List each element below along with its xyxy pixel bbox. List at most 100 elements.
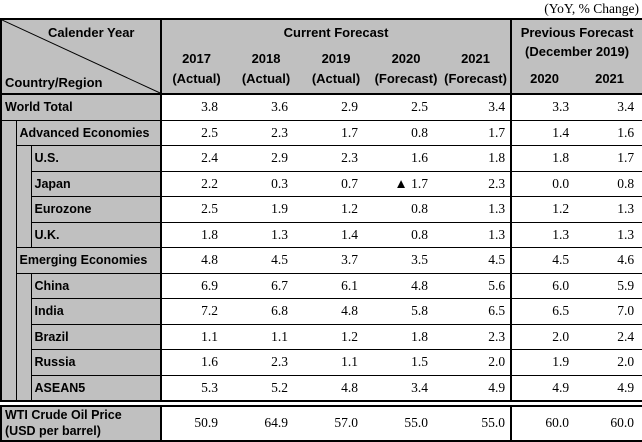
row-label: ASEAN5 [31, 374, 163, 402]
indent-spacer [1, 171, 17, 197]
indent-spacer [1, 120, 17, 146]
value-cell: 55.0 [441, 405, 511, 441]
indent-spacer [16, 222, 32, 248]
value-cell: 0.8 [371, 221, 442, 248]
value-cell: 4.8 [161, 247, 232, 274]
value-cell: 6.9 [161, 272, 232, 299]
value-cell: 0.8 [371, 196, 442, 223]
value-cell: 2.5 [161, 119, 232, 146]
row-label: World Total [1, 93, 163, 121]
year-header-2021-forecast: 2021 (Forecast) [441, 45, 512, 95]
value-cell: 1.3 [577, 221, 642, 248]
row-advanced-economies: Advanced Economies 2.5 2.3 1.7 0.8 1.7 1… [1, 119, 642, 146]
indent-spacer [16, 171, 32, 197]
value-cell: 3.8 [161, 93, 232, 121]
previous-forecast-header: Previous Forecast (December 2019) 2020 2… [510, 19, 642, 95]
indent-spacer [16, 349, 32, 375]
value-cell: 1.9 [231, 196, 302, 223]
value-cell: 1.7 [577, 145, 642, 172]
row-brazil: Brazil 1.1 1.1 1.2 1.8 2.3 2.0 2.4 [1, 323, 642, 350]
value-cell: 0.8 [577, 170, 642, 197]
value-cell: 6.0 [510, 272, 578, 299]
row-japan: Japan 2.2 0.3 0.7 ▲ 1.7 2.3 0.0 0.8 [1, 170, 642, 197]
value-cell: 2.0 [441, 349, 512, 376]
row-label: Brazil [31, 323, 163, 350]
value-cell: 2.3 [231, 119, 302, 146]
indent-spacer [1, 196, 17, 222]
indent-spacer [1, 247, 17, 273]
row-label: India [31, 298, 163, 325]
value-cell: 3.7 [301, 247, 372, 274]
row-eurozone: Eurozone 2.5 1.9 1.2 0.8 1.3 1.2 1.3 [1, 196, 642, 223]
row-label: Advanced Economies [16, 119, 163, 146]
value-cell: 2.2 [161, 170, 232, 197]
value-cell: 6.8 [231, 298, 302, 325]
value-cell: 4.9 [577, 374, 642, 402]
value-cell: 57.0 [301, 405, 371, 441]
value-cell: 0.0 [510, 170, 578, 197]
value-cell-negative: ▲ 1.7 [371, 170, 442, 197]
indent-spacer [1, 375, 17, 401]
value-cell: 1.3 [577, 196, 642, 223]
row-us: U.S. 2.4 2.9 2.3 1.6 1.8 1.8 1.7 [1, 145, 642, 172]
indent-spacer [16, 375, 32, 401]
value-cell: 6.1 [301, 272, 372, 299]
value-cell: 2.3 [441, 170, 512, 197]
indent-spacer [1, 324, 17, 350]
row-russia: Russia 1.6 2.3 1.1 1.5 2.0 1.9 2.0 [1, 349, 642, 376]
value-cell: 2.0 [510, 323, 578, 350]
value-cell: 4.9 [510, 374, 578, 402]
value-cell: 1.8 [371, 323, 442, 350]
value-cell: 1.7 [441, 119, 512, 146]
year-header-2019: 2019 (Actual) [301, 45, 372, 95]
value-cell: 6.7 [231, 272, 302, 299]
year-header-2018: 2018 (Actual) [231, 45, 302, 95]
value-cell: 1.6 [161, 349, 232, 376]
corner-label-calendar-year: Calender Year [48, 25, 135, 40]
value-cell: 2.0 [577, 349, 642, 376]
value-cell: 1.2 [510, 196, 578, 223]
value-cell: 1.4 [510, 119, 578, 146]
value-cell: 3.3 [510, 93, 578, 121]
value-cell: 3.6 [231, 93, 302, 121]
value-cell: 1.2 [301, 323, 372, 350]
value-cell: 4.5 [231, 247, 302, 274]
row-wti-crude-oil: WTI Crude Oil Price (USD per barrel) 50.… [1, 405, 642, 441]
value-cell: 1.6 [371, 145, 442, 172]
value-cell: 1.2 [301, 196, 372, 223]
row-label: Eurozone [31, 196, 163, 223]
row-label: U.K. [31, 221, 163, 248]
row-label: China [31, 272, 163, 299]
value-cell: 1.6 [577, 119, 642, 146]
forecast-table: Calender Year Country/Region Current For… [0, 18, 642, 402]
value-cell: 5.8 [371, 298, 442, 325]
row-world-total: World Total 3.8 3.6 2.9 2.5 3.4 3.3 3.4 [1, 93, 642, 121]
value-cell: 4.9 [441, 374, 512, 402]
indent-spacer [16, 196, 32, 222]
value-cell: 4.6 [577, 247, 642, 274]
oil-label-line1: WTI Crude Oil Price [5, 408, 122, 422]
value-cell: 3.4 [371, 374, 442, 402]
value-cell: 6.5 [510, 298, 578, 325]
row-label: Russia [31, 349, 163, 376]
row-asean5: ASEAN5 5.3 5.2 4.8 3.4 4.9 4.9 4.9 [1, 374, 642, 402]
value-cell: 0.8 [371, 119, 442, 146]
row-label: U.S. [31, 145, 163, 172]
value-cell: 1.3 [441, 196, 512, 223]
previous-forecast-years: 2020 2021 [512, 71, 642, 91]
corner-label-country-region: Country/Region [5, 75, 103, 90]
value-cell: 64.9 [231, 405, 301, 441]
value-cell: 4.8 [371, 272, 442, 299]
value-cell: 3.4 [441, 93, 512, 121]
value-cell: 1.1 [231, 323, 302, 350]
header-row-groups: Calender Year Country/Region Current For… [1, 19, 642, 95]
value-cell: 1.3 [441, 221, 512, 248]
value-cell: 60.0 [510, 405, 577, 441]
row-uk: U.K. 1.8 1.3 1.4 0.8 1.3 1.3 1.3 [1, 221, 642, 248]
value-cell: 55.0 [371, 405, 441, 441]
value-cell: 0.7 [301, 170, 372, 197]
value-cell: 1.8 [161, 221, 232, 248]
row-china: China 6.9 6.7 6.1 4.8 5.6 6.0 5.9 [1, 272, 642, 299]
value-cell: 4.5 [441, 247, 512, 274]
